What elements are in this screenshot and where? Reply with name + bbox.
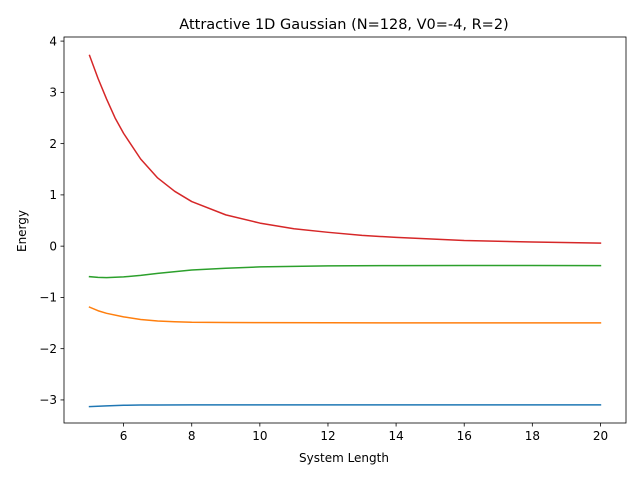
- x-tick-label: 12: [320, 429, 335, 443]
- x-tick-label: 6: [120, 429, 128, 443]
- x-tick-label: 18: [525, 429, 540, 443]
- y-tick-label: 3: [49, 86, 57, 100]
- axes-frame: [63, 36, 627, 424]
- x-tick-label: 20: [593, 429, 608, 443]
- series-line-4: [88, 54, 602, 244]
- series-line-3: [88, 264, 602, 279]
- x-tick-label: 10: [252, 429, 267, 443]
- y-tick-label: 2: [49, 137, 57, 151]
- y-tick-label: −1: [39, 291, 57, 305]
- y-axis-label: Energy: [15, 210, 29, 252]
- chart-title: Attractive 1D Gaussian (N=128, V0=-4, R=…: [179, 17, 508, 33]
- y-tick-label: −2: [39, 342, 57, 356]
- x-tick-label: 16: [457, 429, 472, 443]
- x-tick-label: 8: [188, 429, 196, 443]
- y-tick-label: 1: [49, 188, 57, 202]
- series-line-1: [88, 404, 602, 408]
- x-tick-label: 14: [388, 429, 403, 443]
- x-axis-label: System Length: [299, 451, 389, 465]
- y-tick-label: 4: [49, 34, 57, 48]
- series-line-2: [88, 306, 602, 324]
- y-tick-label: −3: [39, 393, 57, 407]
- y-tick-label: 0: [49, 239, 57, 253]
